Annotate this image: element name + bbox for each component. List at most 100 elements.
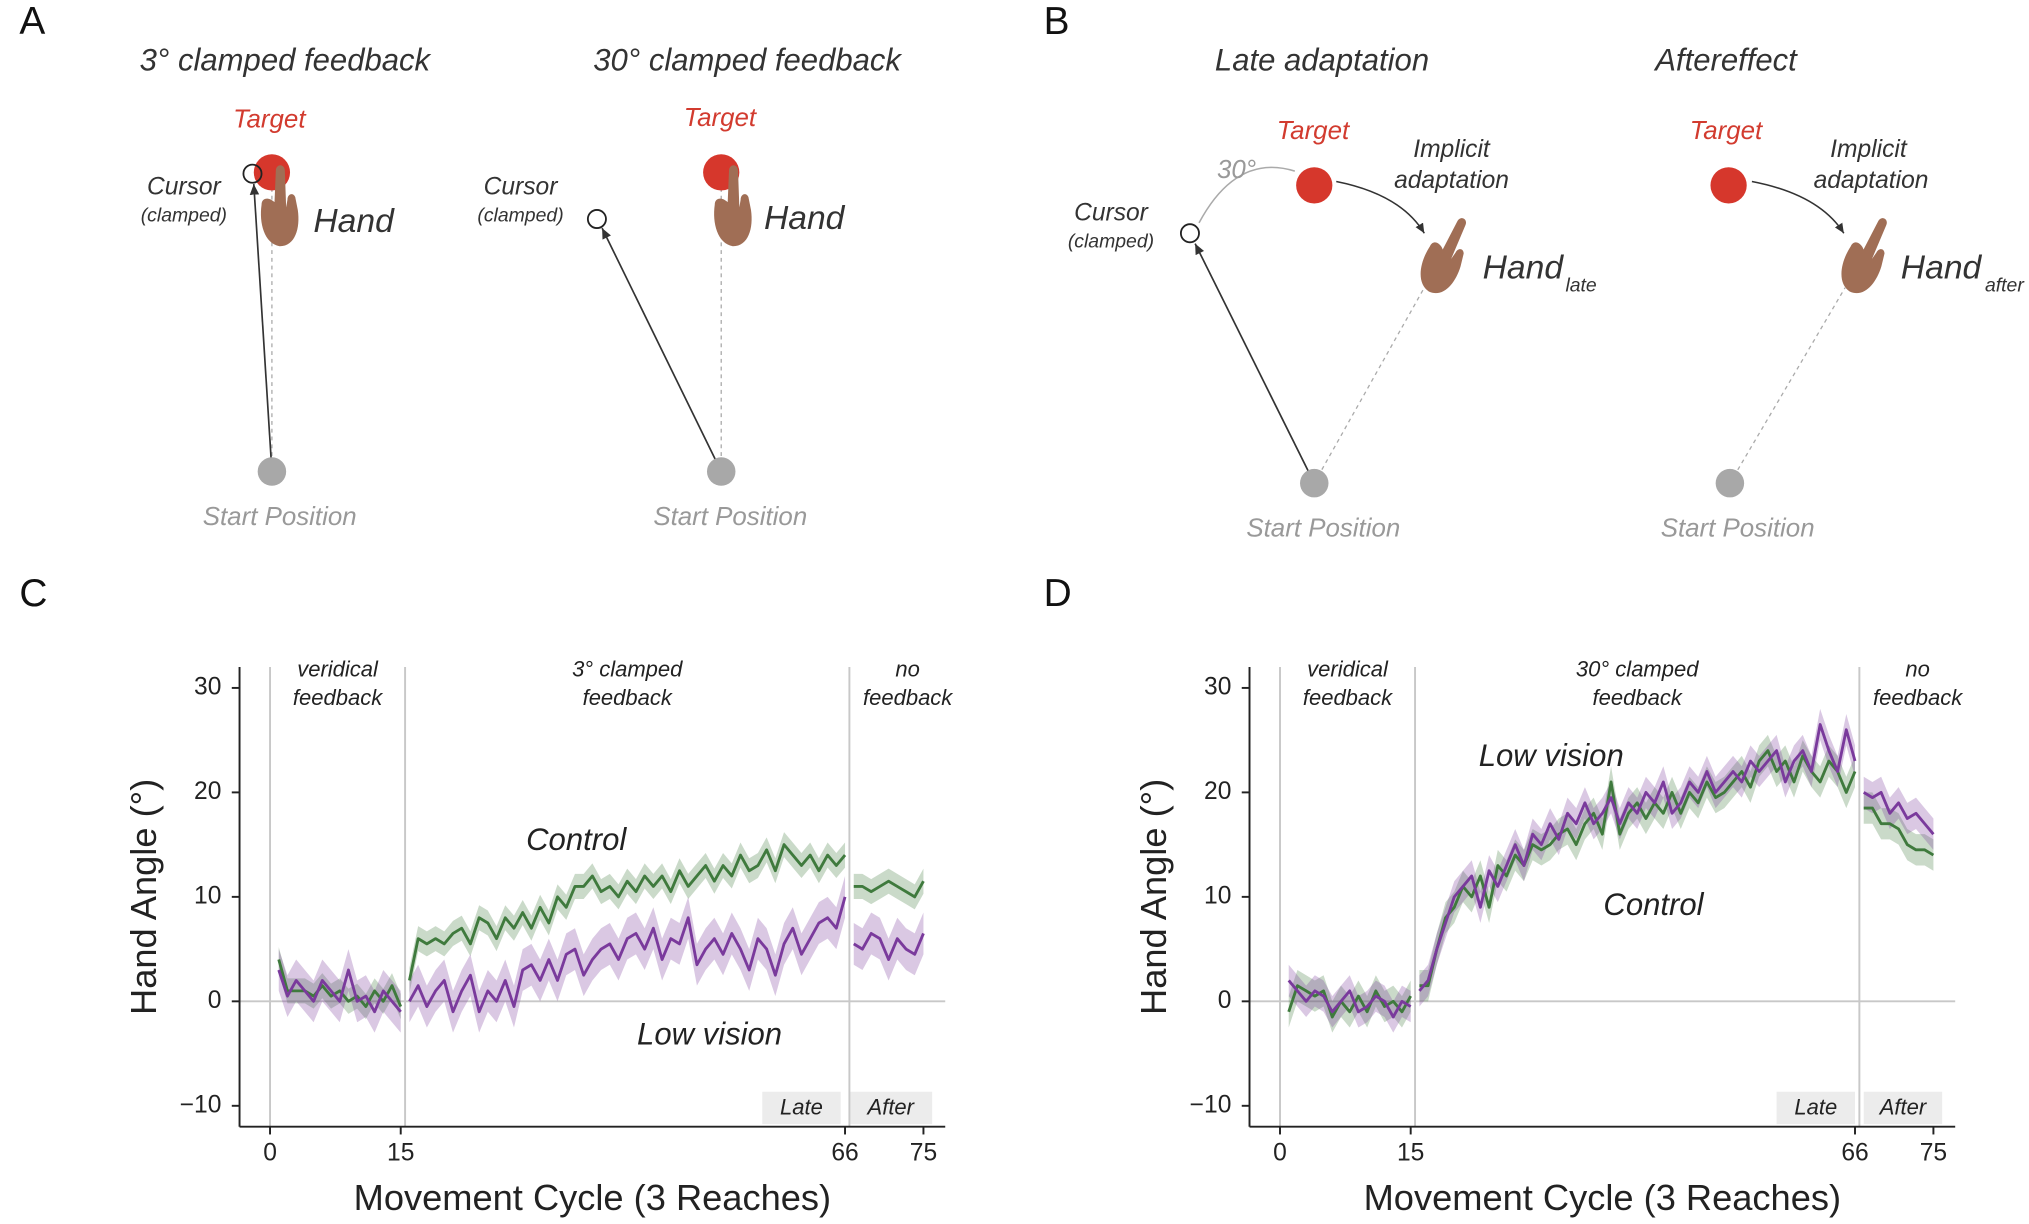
cursor <box>1179 223 1200 244</box>
start <box>706 457 736 486</box>
series-label: Control <box>526 822 627 857</box>
diagram: Late adaptation Target 30° Cursor (clamp… <box>1068 43 1597 543</box>
x-tick-label: 15 <box>1397 1139 1424 1166</box>
cursor-note: (clamped) <box>141 205 227 227</box>
y-tick-label: 20 <box>194 778 221 805</box>
x-tick-label: 15 <box>387 1139 414 1166</box>
cursor-path <box>601 227 722 472</box>
series-line <box>408 896 847 1014</box>
cursor-path <box>249 184 273 472</box>
series-line <box>853 879 925 899</box>
target-label: Target <box>233 105 307 133</box>
series-label: Low vision <box>637 1016 782 1051</box>
phase-label: feedback <box>1873 685 1963 710</box>
hand-path <box>1313 287 1425 484</box>
diagram: 30° clamped feedback Target Cursor (clam… <box>477 43 902 531</box>
y-axis-label: Hand Angle (°) <box>1133 779 1174 1015</box>
series-line <box>1418 723 1857 992</box>
target <box>1296 167 1333 204</box>
adaptation-label: Implicit <box>1830 136 1908 163</box>
start <box>257 457 287 486</box>
panel-label: D <box>1044 572 1072 615</box>
adaptation-label: adaptation <box>1394 167 1509 194</box>
hand-icon <box>1832 210 1901 300</box>
x-tick-label: 66 <box>1841 1139 1868 1166</box>
hand-label: Hand <box>313 203 395 240</box>
cursor-path <box>1194 243 1316 484</box>
plot: Late After veridical feedback 3° clamped feed… <box>123 657 953 1218</box>
series-line <box>408 843 847 981</box>
y-tick-label: 10 <box>1204 882 1231 909</box>
series-line <box>853 932 925 961</box>
diagram-title: 30° clamped feedback <box>593 43 902 78</box>
x-tick-label: 66 <box>831 1139 858 1166</box>
adaptation-arrow <box>1336 180 1425 234</box>
window <box>1776 1091 1856 1125</box>
phase-label: feedback <box>863 685 953 710</box>
x-axis-label: Movement Cycle (3 Reaches) <box>354 1177 831 1218</box>
y-tick-label: 20 <box>1204 778 1231 805</box>
series-line <box>1419 749 1857 988</box>
diagram-title: 3° clamped feedback <box>140 43 432 78</box>
diagram: Aftereffect Target Implicit adaptation H… <box>1653 43 2025 543</box>
window <box>849 1091 933 1125</box>
phase-label: no <box>895 657 919 682</box>
x-tick-label: 0 <box>263 1139 277 1166</box>
series-line <box>1287 979 1412 1019</box>
cursor <box>242 163 263 184</box>
error-band <box>1288 964 1411 1033</box>
error-band <box>1288 969 1411 1033</box>
hand-path <box>1729 287 1846 484</box>
error-band <box>409 832 846 993</box>
adaptation-label: Implicit <box>1413 136 1491 163</box>
cursor-label: Cursor <box>1074 199 1150 226</box>
angle-label: 30° <box>1217 156 1256 184</box>
phase-label: feedback <box>293 685 383 710</box>
plot: Late After veridical feedback 30° clamped fee… <box>1133 657 1963 1218</box>
phase-label: feedback <box>583 685 673 710</box>
y-tick-label: 0 <box>208 987 222 1014</box>
hand-label: Hand <box>1901 249 1983 286</box>
phase-label: feedback <box>1303 685 1393 710</box>
series-label: Control <box>1603 887 1704 922</box>
cursor-label: Cursor <box>484 173 560 200</box>
start-label: Start Position <box>1246 515 1400 543</box>
x-tick-label: 75 <box>910 1139 937 1166</box>
x-tick-label: 75 <box>1920 1139 1947 1166</box>
y-tick-label: −10 <box>1190 1091 1232 1118</box>
hand-subscript: late <box>1565 274 1596 296</box>
window-label: Late <box>780 1094 823 1119</box>
panel-label: A <box>19 0 45 43</box>
hand-label: Hand <box>764 200 846 237</box>
cursor-note: (clamped) <box>1068 230 1154 252</box>
series-line <box>1863 806 1935 857</box>
hand-icon <box>1411 210 1481 300</box>
start-label: Start Position <box>1661 515 1815 543</box>
error-band <box>853 912 924 981</box>
y-tick-label: −10 <box>180 1091 222 1118</box>
target-label: Target <box>1277 117 1351 145</box>
cursor <box>586 209 607 229</box>
x-tick-label: 0 <box>1273 1139 1287 1166</box>
start <box>1300 468 1329 498</box>
panel-label: C <box>19 572 47 615</box>
window-label: After <box>866 1094 916 1119</box>
hand-subscript: after <box>1985 274 2025 296</box>
y-tick-label: 30 <box>194 673 221 700</box>
y-tick-label: 30 <box>1204 673 1231 700</box>
phase-label: feedback <box>1593 685 1683 710</box>
phase-label: veridical <box>297 657 379 682</box>
y-tick-label: 10 <box>194 882 221 909</box>
diagram-title: Aftereffect <box>1653 43 1798 78</box>
start <box>1715 468 1745 498</box>
window-label: After <box>1878 1094 1928 1119</box>
target-label: Target <box>1690 117 1764 145</box>
diagram: 3° clamped feedback Target Cursor (clamp… <box>140 43 432 531</box>
start-label: Start Position <box>653 503 807 531</box>
target <box>1710 167 1747 204</box>
window <box>1863 1091 1943 1125</box>
diagram-title: Late adaptation <box>1215 43 1429 78</box>
phase-label: no <box>1905 657 1929 682</box>
y-axis-label: Hand Angle (°) <box>123 779 164 1015</box>
series-line <box>277 968 402 1014</box>
